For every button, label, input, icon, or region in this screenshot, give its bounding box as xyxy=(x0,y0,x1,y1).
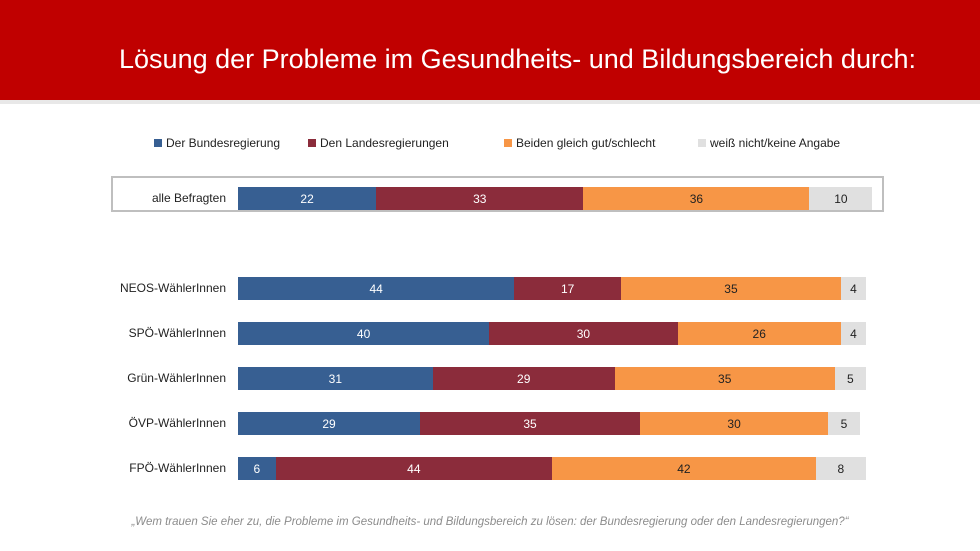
bar-segment: 5 xyxy=(834,367,866,390)
total-row-frame xyxy=(111,176,884,212)
page-title: Lösung der Probleme im Gesundheits- und … xyxy=(119,44,916,74)
data-label: 42 xyxy=(677,461,691,476)
bar-segment: 44 xyxy=(275,457,552,480)
bar-segment: 4 xyxy=(840,277,866,300)
data-label: 36 xyxy=(689,191,704,206)
bar-segment: 44 xyxy=(238,277,515,300)
category-label: Grün-WählerInnen xyxy=(127,371,226,385)
data-label: 31 xyxy=(328,371,343,386)
bar-segment: 22 xyxy=(238,187,377,210)
data-label: 30 xyxy=(727,416,741,431)
bar-segment: 30 xyxy=(489,322,678,345)
legend-swatch xyxy=(154,139,162,147)
data-label: 35 xyxy=(724,281,738,296)
legend-item: Beiden gleich gut/schlecht xyxy=(504,136,655,150)
legend-swatch xyxy=(504,139,512,147)
legend-item: Den Landesregierungen xyxy=(308,136,449,150)
data-label: 22 xyxy=(300,191,314,206)
legend: Der Bundesregierung Den Landesregierungen… xyxy=(0,136,980,152)
bar-segment: 29 xyxy=(432,367,615,390)
data-label: 4 xyxy=(850,281,857,296)
data-label: 44 xyxy=(369,281,383,296)
data-label: 30 xyxy=(576,326,591,341)
bar-segment: 35 xyxy=(420,412,640,435)
legend-label: Den Landesregierungen xyxy=(320,136,449,150)
bar-segment: 17 xyxy=(514,277,622,300)
legend-item: Der Bundesregierung xyxy=(154,136,280,150)
bar-segment: 4 xyxy=(840,322,866,345)
question-footnote: „Wem trauen Sie eher zu, die Probleme im… xyxy=(131,516,849,528)
data-label: 5 xyxy=(840,416,848,431)
data-label: 8 xyxy=(837,461,845,476)
bar-segment: 33 xyxy=(376,187,584,210)
legend-label: Beiden gleich gut/schlecht xyxy=(516,136,656,150)
data-label: 4 xyxy=(850,326,857,341)
data-label: 29 xyxy=(322,416,336,431)
header-band: Lösung der Probleme im Gesundheits- und … xyxy=(0,0,980,104)
bar-segment: 6 xyxy=(238,457,276,480)
category-label: SPÖ-WählerInnen xyxy=(128,326,226,340)
bar-segment: 36 xyxy=(583,187,810,210)
bar-segment: 42 xyxy=(552,457,816,480)
bar-segment: 30 xyxy=(639,412,829,435)
bar-segment: 40 xyxy=(238,322,490,345)
data-label: 35 xyxy=(718,371,732,386)
data-label: 40 xyxy=(356,326,371,341)
legend-swatch xyxy=(308,139,316,147)
data-label: 29 xyxy=(517,371,531,386)
legend-label: weiß nicht/keine Angabe xyxy=(710,136,841,150)
category-label: FPÖ-WählerInnen xyxy=(129,461,226,475)
data-label: 35 xyxy=(523,416,537,431)
category-label: ÖVP-WählerInnen xyxy=(128,416,226,430)
data-label: 10 xyxy=(834,191,848,206)
data-label: 5 xyxy=(846,371,854,386)
legend-label: Der Bundesregierung xyxy=(166,136,281,150)
legend-item: weiß nicht/keine Angabe xyxy=(698,136,840,150)
category-label: NEOS-WählerInnen xyxy=(119,281,226,295)
category-label: alle Befragten xyxy=(151,191,226,205)
bar-segment: 29 xyxy=(238,412,421,435)
data-label: 44 xyxy=(407,461,421,476)
bar-segment: 8 xyxy=(815,457,866,480)
bar-segment: 35 xyxy=(621,277,841,300)
bar-segment: 31 xyxy=(238,367,433,390)
bar-segment: 10 xyxy=(809,187,873,210)
data-label: 33 xyxy=(473,191,487,206)
bar-segment: 35 xyxy=(614,367,835,390)
data-label: 26 xyxy=(752,326,766,341)
data-label: 17 xyxy=(561,281,575,296)
data-label: 6 xyxy=(253,461,261,476)
bar-segment: 5 xyxy=(828,412,860,435)
legend-swatch xyxy=(698,139,706,147)
bar-segment: 26 xyxy=(677,322,841,345)
